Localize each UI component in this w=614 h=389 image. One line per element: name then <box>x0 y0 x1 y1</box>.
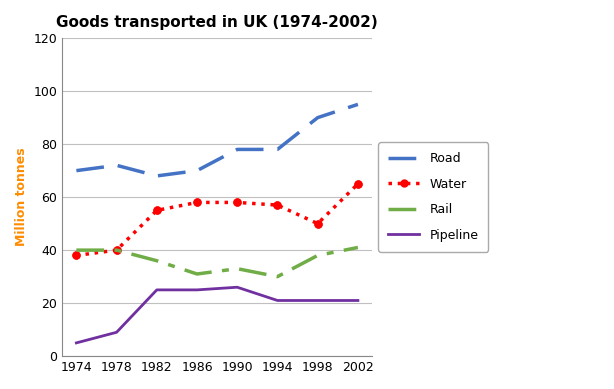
Water <box>233 200 241 205</box>
Road <box>274 147 281 152</box>
Pipeline <box>153 287 160 292</box>
Rail <box>113 248 120 252</box>
Rail <box>72 248 80 252</box>
Legend: Road, Water, Rail, Pipeline: Road, Water, Rail, Pipeline <box>378 142 489 252</box>
Rail <box>153 258 160 263</box>
Road <box>193 168 201 173</box>
Road <box>72 168 80 173</box>
Line: Road: Road <box>76 104 358 176</box>
Line: Pipeline: Pipeline <box>76 287 358 343</box>
Water <box>153 208 160 213</box>
Road <box>314 115 321 120</box>
Title: Goods transported in UK (1974-2002): Goods transported in UK (1974-2002) <box>56 15 378 30</box>
Line: Rail: Rail <box>76 247 358 277</box>
Rail <box>354 245 362 250</box>
Pipeline <box>113 330 120 335</box>
Water <box>274 203 281 207</box>
Pipeline <box>72 340 80 345</box>
Water <box>193 200 201 205</box>
Water <box>354 182 362 186</box>
Pipeline <box>274 298 281 303</box>
Water <box>113 248 120 252</box>
Pipeline <box>314 298 321 303</box>
Line: Water: Water <box>73 180 362 259</box>
Pipeline <box>193 287 201 292</box>
Road <box>233 147 241 152</box>
Road <box>153 173 160 178</box>
Y-axis label: Million tonnes: Million tonnes <box>15 148 28 247</box>
Road <box>354 102 362 107</box>
Water <box>72 253 80 258</box>
Pipeline <box>233 285 241 289</box>
Rail <box>193 272 201 276</box>
Rail <box>314 253 321 258</box>
Water <box>314 221 321 226</box>
Pipeline <box>354 298 362 303</box>
Rail <box>233 266 241 271</box>
Rail <box>274 274 281 279</box>
Road <box>113 163 120 168</box>
